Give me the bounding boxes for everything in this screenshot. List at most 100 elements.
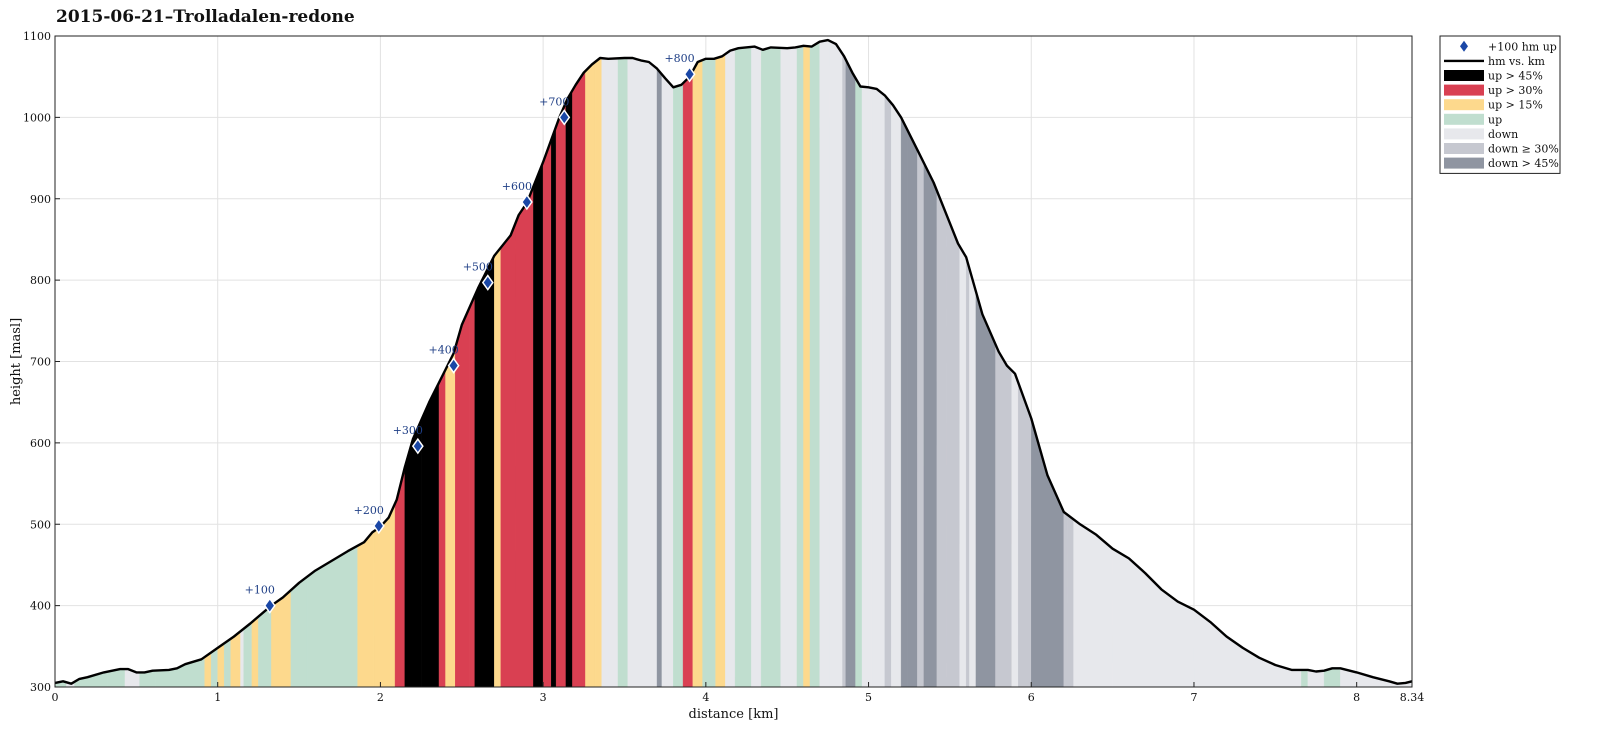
band-up (702, 58, 716, 688)
band-down (959, 245, 967, 688)
marker-label: +300 (393, 424, 423, 437)
band-down-gt-30 (936, 190, 947, 688)
band-down-gt-30 (1063, 511, 1068, 688)
marker-label: +700 (539, 95, 569, 108)
band-up (258, 605, 272, 688)
band-down-gt-45 (907, 130, 918, 688)
y-tick-label: 800 (30, 274, 51, 287)
band-down (661, 73, 674, 688)
x-axis-label: distance [km] (689, 707, 779, 722)
x-tick-label: 3 (540, 691, 547, 704)
x-tick-label: 8.34 (1400, 691, 1425, 704)
legend-marker-swatch (1460, 40, 1468, 52)
band-down-gt-30 (995, 344, 1012, 688)
x-tick-label: 8 (1353, 691, 1360, 704)
band-down-gt-30 (1066, 514, 1074, 688)
band-down (780, 46, 798, 688)
marker-diamond (447, 357, 460, 374)
legend-label: up > 15% (1488, 99, 1543, 112)
legend-swatch (1444, 99, 1484, 111)
band-up-gt-15 (594, 57, 602, 688)
band-down-gt-45 (656, 68, 663, 688)
band-up-gt-15 (251, 616, 259, 688)
band-up-gt-30 (555, 102, 567, 688)
band-down (1011, 370, 1019, 688)
band-down (601, 57, 619, 688)
marker-diamond (263, 597, 276, 614)
y-axis-label: height [masl] (9, 318, 24, 405)
marker-label: +200 (354, 504, 384, 517)
band-up-gt-45 (474, 255, 495, 688)
band-up (223, 638, 231, 688)
band-up (243, 621, 253, 688)
band-down-gt-45 (1031, 418, 1064, 688)
band-down (1112, 548, 1195, 688)
marker-diamond (411, 437, 424, 455)
legend-swatch (1444, 128, 1484, 140)
legend-label: down (1488, 128, 1518, 141)
band-up-gt-15 (803, 45, 811, 688)
marker-diamond (683, 65, 696, 83)
band-down (861, 86, 873, 688)
band-up-gt-15 (217, 643, 225, 688)
band-down (891, 102, 902, 688)
marker-diamond (372, 517, 385, 535)
legend-swatch (1444, 70, 1484, 81)
y-axis-ticks: 300 400 500 600 700 800 900 1000 1100 (23, 30, 60, 694)
y-tick-label: 1000 (23, 111, 51, 124)
band-down-gt-30 (917, 149, 925, 688)
gradient-bands (54, 39, 1413, 688)
band-down-gt-30 (842, 53, 847, 688)
marker-label: +400 (429, 344, 459, 357)
band-up-gt-30 (469, 295, 475, 688)
y-tick-label: 500 (30, 518, 51, 531)
legend-swatch (1444, 157, 1484, 169)
band-down-gt-45 (845, 59, 856, 688)
y-tick-label: 300 (30, 681, 51, 694)
legend-swatch (1444, 84, 1484, 96)
legend-label: up > 30% (1488, 84, 1543, 97)
band-down-gt-30 (884, 94, 892, 688)
band-up (290, 576, 308, 688)
band-down-gt-45 (975, 291, 996, 688)
band-up (809, 41, 820, 688)
band-up-gt-45 (533, 162, 544, 688)
legend-swatch (1444, 143, 1484, 154)
y-tick-label: 700 (30, 356, 51, 369)
band-up-gt-30 (438, 369, 446, 688)
band-up-gt-15 (692, 59, 703, 688)
x-axis-ticks: 0 1 2 3 4 5 6 7 8 8.34 (52, 682, 1425, 704)
band-down-gt-30 (965, 257, 970, 688)
profile-line (54, 38, 1413, 685)
band-up-gt-15 (357, 530, 375, 688)
legend-label: hm vs. km (1488, 55, 1546, 68)
profile-layer (54, 38, 1413, 685)
band-up-gt-30 (500, 223, 516, 688)
y-tick-label: 1100 (23, 30, 51, 43)
band-down (627, 57, 658, 688)
band-up-gt-45 (420, 382, 440, 688)
band-down (725, 48, 736, 688)
marker-layer: +100 +200 +300 +400 +500 +600 +700 +800 (245, 52, 696, 614)
band-up (796, 45, 804, 688)
marker-diamond (558, 109, 571, 126)
band-up-gt-30 (572, 70, 586, 688)
band-up-gt-15 (445, 347, 456, 688)
band-up (307, 545, 358, 688)
band-up-gt-45 (565, 89, 573, 688)
band-down (819, 39, 830, 688)
x-tick-label: 0 (52, 691, 59, 704)
marker-label: +100 (245, 584, 275, 597)
y-tick-label: 600 (30, 437, 51, 450)
band-up (210, 647, 218, 688)
marker-diamond (481, 274, 494, 291)
band-up (734, 46, 752, 688)
band-up (1301, 669, 1309, 688)
band-up-gt-15 (585, 61, 596, 688)
band-down-gt-30 (1018, 382, 1032, 688)
legend-label: down > 45% (1488, 157, 1559, 170)
x-tick-label: 5 (865, 691, 872, 704)
band-up (760, 47, 781, 688)
band-up-gt-15 (230, 630, 241, 688)
